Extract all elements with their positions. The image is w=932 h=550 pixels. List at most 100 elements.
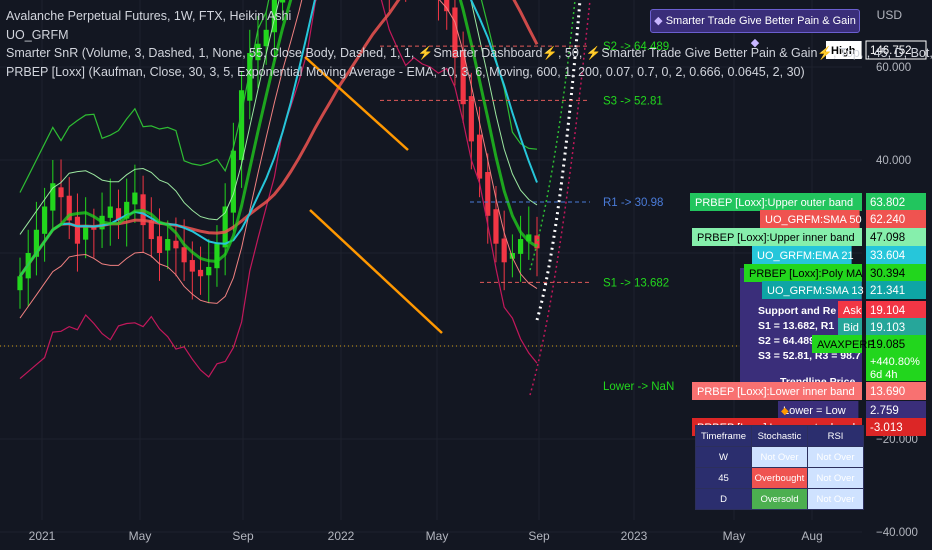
table-header-cell: RSI [807,425,864,447]
price-tag-box [866,353,926,381]
candle-body [33,229,40,257]
price-tag-label-box [762,281,862,299]
price-tag-value: 21.341 [870,285,905,297]
x-tick-label: Aug [801,529,822,543]
symbol-title[interactable]: Avalanche Perpetual Futures, 1W, FTX, He… [6,9,292,23]
x-tick-label: May [723,529,746,543]
y-tick-label: −20.000 [876,434,918,446]
y-tick-label: 60.000 [876,62,911,74]
price-tag-label-box [692,382,862,400]
price-tag-box [866,281,926,299]
candle-body [74,216,81,244]
candle-body [91,227,97,230]
indicator-smarter-snr[interactable]: Smarter SnR (Volume, 3, Dashed, 1, None,… [6,46,932,60]
price-tag-label-box [838,301,862,319]
timeframe-cell: W [695,446,752,468]
snr-level-label: R1 -> 30.98 [603,197,663,209]
candle-body [58,187,64,198]
upper-outer-band [19,0,538,193]
candle-body [509,253,515,259]
price-tag-value: 30.394 [870,268,906,280]
candle-body [460,50,466,105]
y-tick-label: 40.000 [876,155,911,167]
dashboard-table: Timeframe Stochastic RSI W Not Over Not … [695,425,864,510]
candle-body [230,150,236,213]
upper-inner-band [19,0,538,235]
price-tag-label-box [692,228,862,246]
percent-change: +440.80% [870,356,920,368]
x-tick-label: 2021 [29,529,56,543]
candle-body [148,220,154,240]
candle-body [271,0,277,33]
candle-body [452,7,458,58]
candle-body [165,239,171,251]
candle-body [206,266,212,276]
candle-body [173,240,179,249]
trendline-upper [304,56,409,151]
price-tag-box [865,40,927,60]
price-tag-box [866,335,926,353]
chart-legend: Avalanche Perpetual Futures, 1W, FTX, He… [6,7,932,81]
price-tag-label: UO_GRFM:SMA 13 [767,285,864,297]
price-tag-value: 62.240 [870,214,905,226]
candle-body [526,234,532,242]
snr-level-label: S3 -> 52.81 [603,95,663,107]
ema21-line [19,0,538,277]
price-tag-label: AVAXPERP [817,339,875,351]
stochastic-cell: Not Over [751,446,808,468]
indicator-uo-grfm[interactable]: UO_GRFM [6,27,69,42]
candle-body [124,201,130,219]
candle-body [222,206,228,248]
price-tag-box [866,401,926,419]
lower-inner-band [19,0,538,319]
price-tag-box [866,382,926,400]
candle-body [238,90,245,160]
price-tag-value: -3.013 [870,422,903,434]
dashboard-text: S1 = 13.682, R1 [758,320,834,332]
price-tag-label: Ask [843,305,862,317]
diamond-icon: ◆ [750,37,760,49]
candle-body [214,243,220,269]
price-tag-label: UO_GRFM:SMA 50 [765,214,862,226]
price-tag-label: PRBEP [Loxx]:Upper inner band [697,232,855,244]
candle-body [181,247,187,263]
rsi-cell: Not Over [807,446,864,468]
candle-body [83,225,89,240]
promo-text: Smarter Trade Give Better Pain & Gain [665,15,856,27]
indicator-prbep[interactable]: PRBEP [Loxx] (Kaufman, Close, 30, 3, 5, … [6,64,805,79]
table-header-cell: Stochastic [751,425,808,447]
price-tag-box [866,210,926,228]
price-tag-label: Lower = Low [783,405,846,417]
candle-body [517,239,524,254]
price-tag-label: PRBEP [Loxx]:Poly MA [749,268,863,280]
stochastic-cell: Oversold [751,488,808,510]
timeframe-cell: D [695,488,752,510]
price-tag-label: PRBEP [Loxx]:Lower inner band [697,386,855,398]
candle-body [197,269,204,277]
diamond-icon: ◆ [781,406,789,417]
x-tick-label: Sep [232,529,254,543]
price-tag-value: 19.103 [870,322,905,334]
price-tag-box [866,193,926,211]
candle-body [17,276,23,291]
price-tag-box [866,301,926,319]
price-tag-box [866,264,926,282]
rsi-cell: Not Over [807,467,864,489]
price-tag-label-box [826,41,862,59]
x-tick-label: May [129,529,152,543]
stochastic-cell: Overbought [751,467,808,489]
price-tag-label-box [744,264,862,282]
lower-outer-band [19,0,538,380]
candle-body [247,53,253,101]
candle-body [444,0,450,12]
rsi-cell: Not Over [807,488,864,510]
candle-body [50,183,56,211]
price-tag-value: 2.759 [870,405,899,417]
candle-body [255,43,261,61]
y-tick-label: −40.000 [876,527,918,539]
candle-body [107,206,113,218]
price-tag-box [866,318,926,336]
price-tag-label-box [838,318,862,336]
table-header-cell: Timeframe [695,425,752,447]
poly-ma-line [18,0,538,278]
